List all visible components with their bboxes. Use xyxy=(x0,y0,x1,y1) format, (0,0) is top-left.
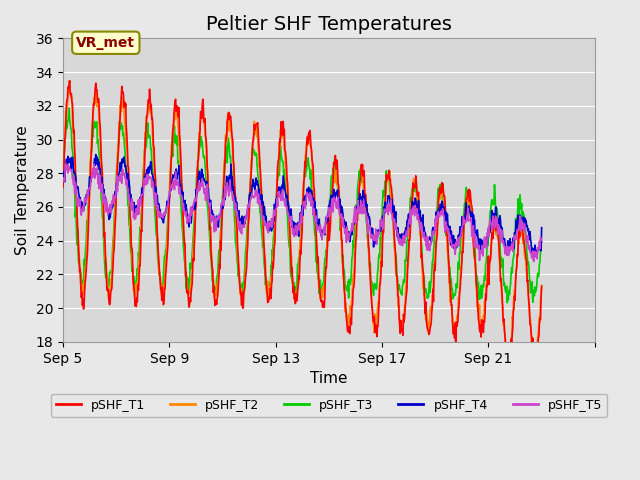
Title: Peltier SHF Temperatures: Peltier SHF Temperatures xyxy=(206,15,452,34)
Text: VR_met: VR_met xyxy=(76,36,135,50)
Legend: pSHF_T1, pSHF_T2, pSHF_T3, pSHF_T4, pSHF_T5: pSHF_T1, pSHF_T2, pSHF_T3, pSHF_T4, pSHF… xyxy=(51,394,607,417)
X-axis label: Time: Time xyxy=(310,371,348,386)
Y-axis label: Soil Temperature: Soil Temperature xyxy=(15,125,30,255)
